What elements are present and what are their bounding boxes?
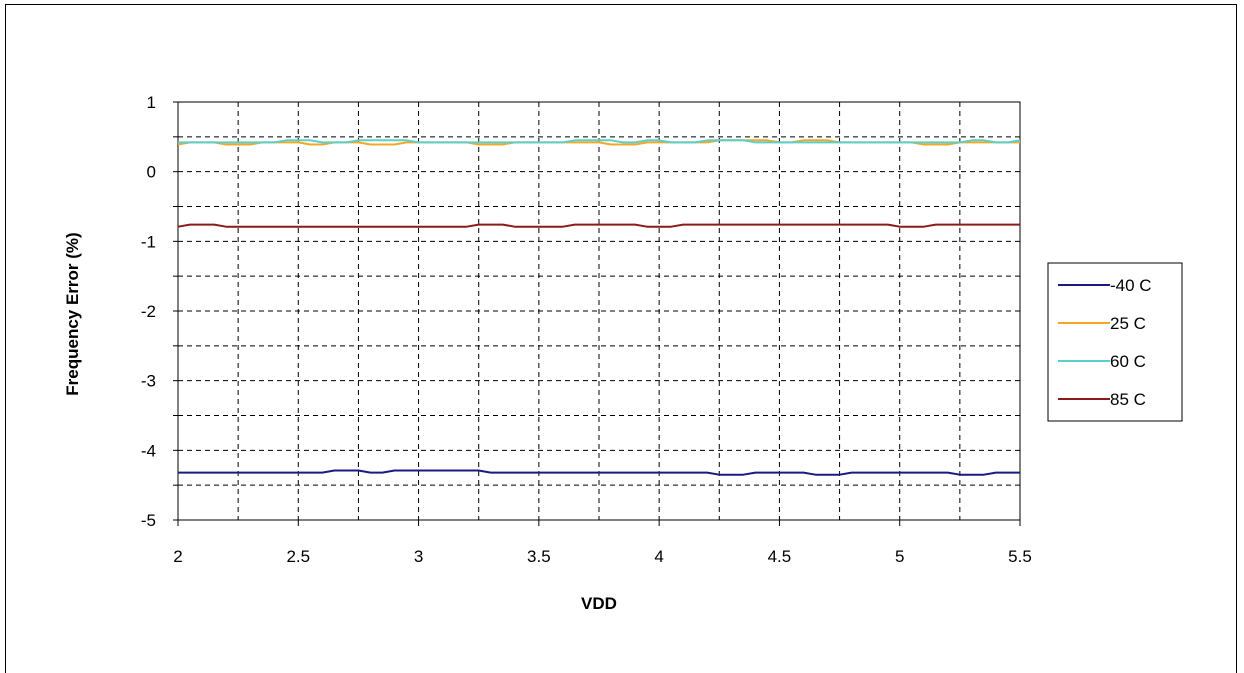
y-tick-label: 1	[147, 93, 156, 112]
legend-label: -40 C	[1110, 276, 1152, 295]
x-tick-label: 2	[173, 547, 182, 566]
x-tick-label: 4.5	[768, 547, 792, 566]
y-tick-label: -2	[141, 302, 156, 321]
chart-frame	[5, 4, 1237, 673]
y-axis-title: Frequency Error (%)	[63, 232, 82, 395]
series-line-40c	[178, 469, 1020, 476]
y-tick-label: -3	[141, 372, 156, 391]
legend-label: 85 C	[1110, 390, 1146, 409]
x-tick-label: 3.5	[527, 547, 551, 566]
series-line-60c	[178, 139, 1021, 144]
axis-ticks: 1 0 -1 -2 -3 -4 -5 2 2.5 3 3.5 4 4.5 5 5.5	[141, 93, 1032, 566]
legend-label: 25 C	[1110, 314, 1146, 333]
x-tick-label: 3	[414, 547, 423, 566]
y-tick-label: -4	[141, 441, 156, 460]
y-tick-label: -1	[141, 232, 156, 251]
y-tick-label: -5	[141, 511, 156, 530]
legend-box	[1047, 262, 1183, 422]
x-tick-label: 2.5	[286, 547, 310, 566]
x-tick-label: 5	[895, 547, 904, 566]
x-tick-label: 5.5	[1008, 547, 1032, 566]
legend: -40 C 25 C 60 C 85 C	[1047, 262, 1183, 422]
grid	[178, 102, 1020, 520]
y-tick-label: 0	[147, 163, 156, 182]
x-axis-title: VDD	[581, 594, 617, 613]
x-tick-label: 4	[654, 547, 663, 566]
series-lines	[177, 139, 1021, 476]
legend-label: 60 C	[1110, 352, 1146, 371]
series-line-85c	[177, 223, 1020, 228]
